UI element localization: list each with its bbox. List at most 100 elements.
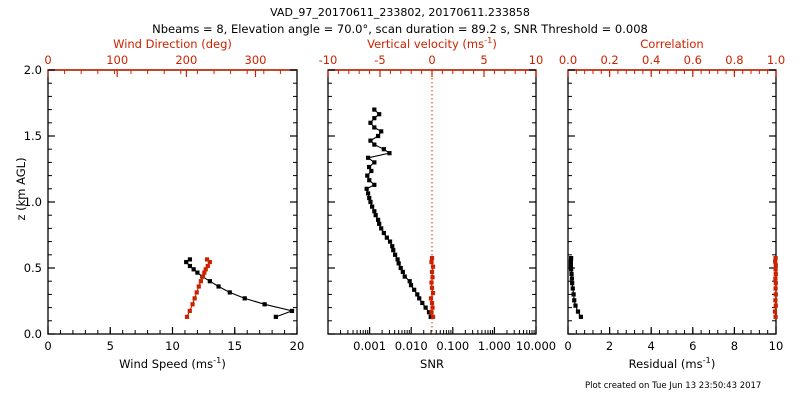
data-point (203, 267, 208, 272)
data-point (372, 125, 377, 130)
top-tick-label: 10 (529, 53, 544, 67)
data-point (227, 290, 232, 295)
bottom-tick-label: 0.001 (353, 339, 386, 353)
data-point (273, 314, 278, 319)
data-point (184, 314, 190, 319)
top-tick-label: 0.2 (600, 53, 618, 67)
data-point (390, 244, 395, 249)
plot-credit: Plot created on Tue Jun 13 23:50:43 2017 (585, 381, 762, 391)
data-point (187, 257, 193, 262)
data-point (384, 235, 389, 240)
top-axis-label-panel-2: Vertical velocity (ms-1) (367, 35, 497, 51)
data-point (429, 280, 434, 285)
bottom-tick-label: 0.010 (395, 339, 428, 353)
panel-frame (567, 69, 777, 335)
data-point (568, 263, 574, 268)
data-point (570, 286, 575, 291)
panel-3 (567, 69, 778, 335)
data-point (184, 259, 189, 265)
data-point (573, 303, 578, 308)
data-point (773, 298, 778, 303)
data-point (372, 116, 377, 121)
data-point (572, 298, 577, 303)
top-tick-label: 300 (245, 53, 267, 67)
panel-2 (327, 69, 537, 335)
data-point (369, 168, 374, 174)
data-point (391, 248, 396, 253)
data-point (379, 226, 384, 231)
data-point (429, 256, 435, 261)
top-tick-label: 0.8 (725, 53, 743, 67)
data-point (773, 256, 778, 261)
data-point (262, 302, 267, 307)
data-point (417, 296, 422, 301)
data-point (569, 276, 575, 281)
data-point (428, 314, 433, 319)
data-point (368, 120, 373, 125)
data-point (372, 142, 377, 147)
data-point (372, 107, 377, 112)
top-tick-label: 0 (44, 53, 51, 67)
series-line-wind-speed (185, 258, 294, 318)
data-point (423, 305, 428, 310)
data-point (570, 281, 575, 286)
data-point (190, 302, 195, 307)
data-point (392, 252, 398, 257)
data-point (402, 274, 407, 279)
data-point (205, 263, 210, 269)
data-point (428, 296, 434, 301)
data-point (429, 269, 435, 275)
data-point (187, 263, 193, 269)
top-tick-label: 0.0 (559, 53, 577, 67)
plot-title-line1: VAD_97_20170611_233802, 20170611.233858 (270, 6, 530, 19)
bottom-tick-label: 10 (769, 339, 784, 353)
data-point (372, 209, 377, 214)
data-point (375, 217, 381, 222)
bottom-tick-label: 6 (689, 339, 696, 353)
data-point (429, 285, 435, 290)
data-point (207, 279, 212, 284)
data-point (400, 269, 405, 275)
bottom-tick-label: 10 (165, 339, 180, 353)
data-point (191, 267, 196, 272)
data-point (381, 147, 386, 152)
bottom-axis-label-panel-1: Wind Speed (ms-1) (119, 355, 226, 371)
bottom-axis-label-panel-3: Residual (ms-1) (629, 355, 716, 371)
panel-frame (47, 69, 298, 335)
data-point (773, 263, 778, 268)
data-point (387, 239, 393, 244)
panel-1 (47, 69, 298, 335)
data-point (216, 284, 221, 289)
top-tick-label: -5 (374, 53, 385, 67)
bottom-tick-label: 8 (731, 339, 738, 353)
y-tick-label: 1.5 (24, 129, 42, 143)
data-point (198, 279, 203, 284)
data-point (569, 256, 574, 261)
data-point (773, 276, 778, 281)
data-point (207, 259, 212, 265)
data-point (195, 270, 200, 275)
top-axis-label-panel-1: Wind Direction (deg) (113, 37, 232, 51)
data-point (368, 199, 373, 205)
top-tick-label: 200 (175, 53, 197, 67)
bottom-tick-label: 5 (107, 339, 114, 353)
data-point (372, 182, 377, 187)
data-point (430, 305, 435, 310)
data-point (366, 164, 372, 170)
data-point (204, 257, 210, 262)
data-point (412, 287, 417, 292)
data-point (202, 270, 207, 275)
data-point (569, 271, 574, 277)
data-point (773, 314, 778, 319)
bottom-tick-label: 0 (44, 339, 51, 353)
data-point (200, 274, 206, 279)
y-tick-label: 1.0 (24, 195, 42, 209)
top-tick-label: 0.6 (684, 53, 702, 67)
data-point (415, 292, 420, 297)
data-point (395, 257, 400, 262)
data-point (773, 292, 778, 297)
data-point (430, 264, 436, 269)
top-tick-label: -10 (319, 53, 338, 67)
